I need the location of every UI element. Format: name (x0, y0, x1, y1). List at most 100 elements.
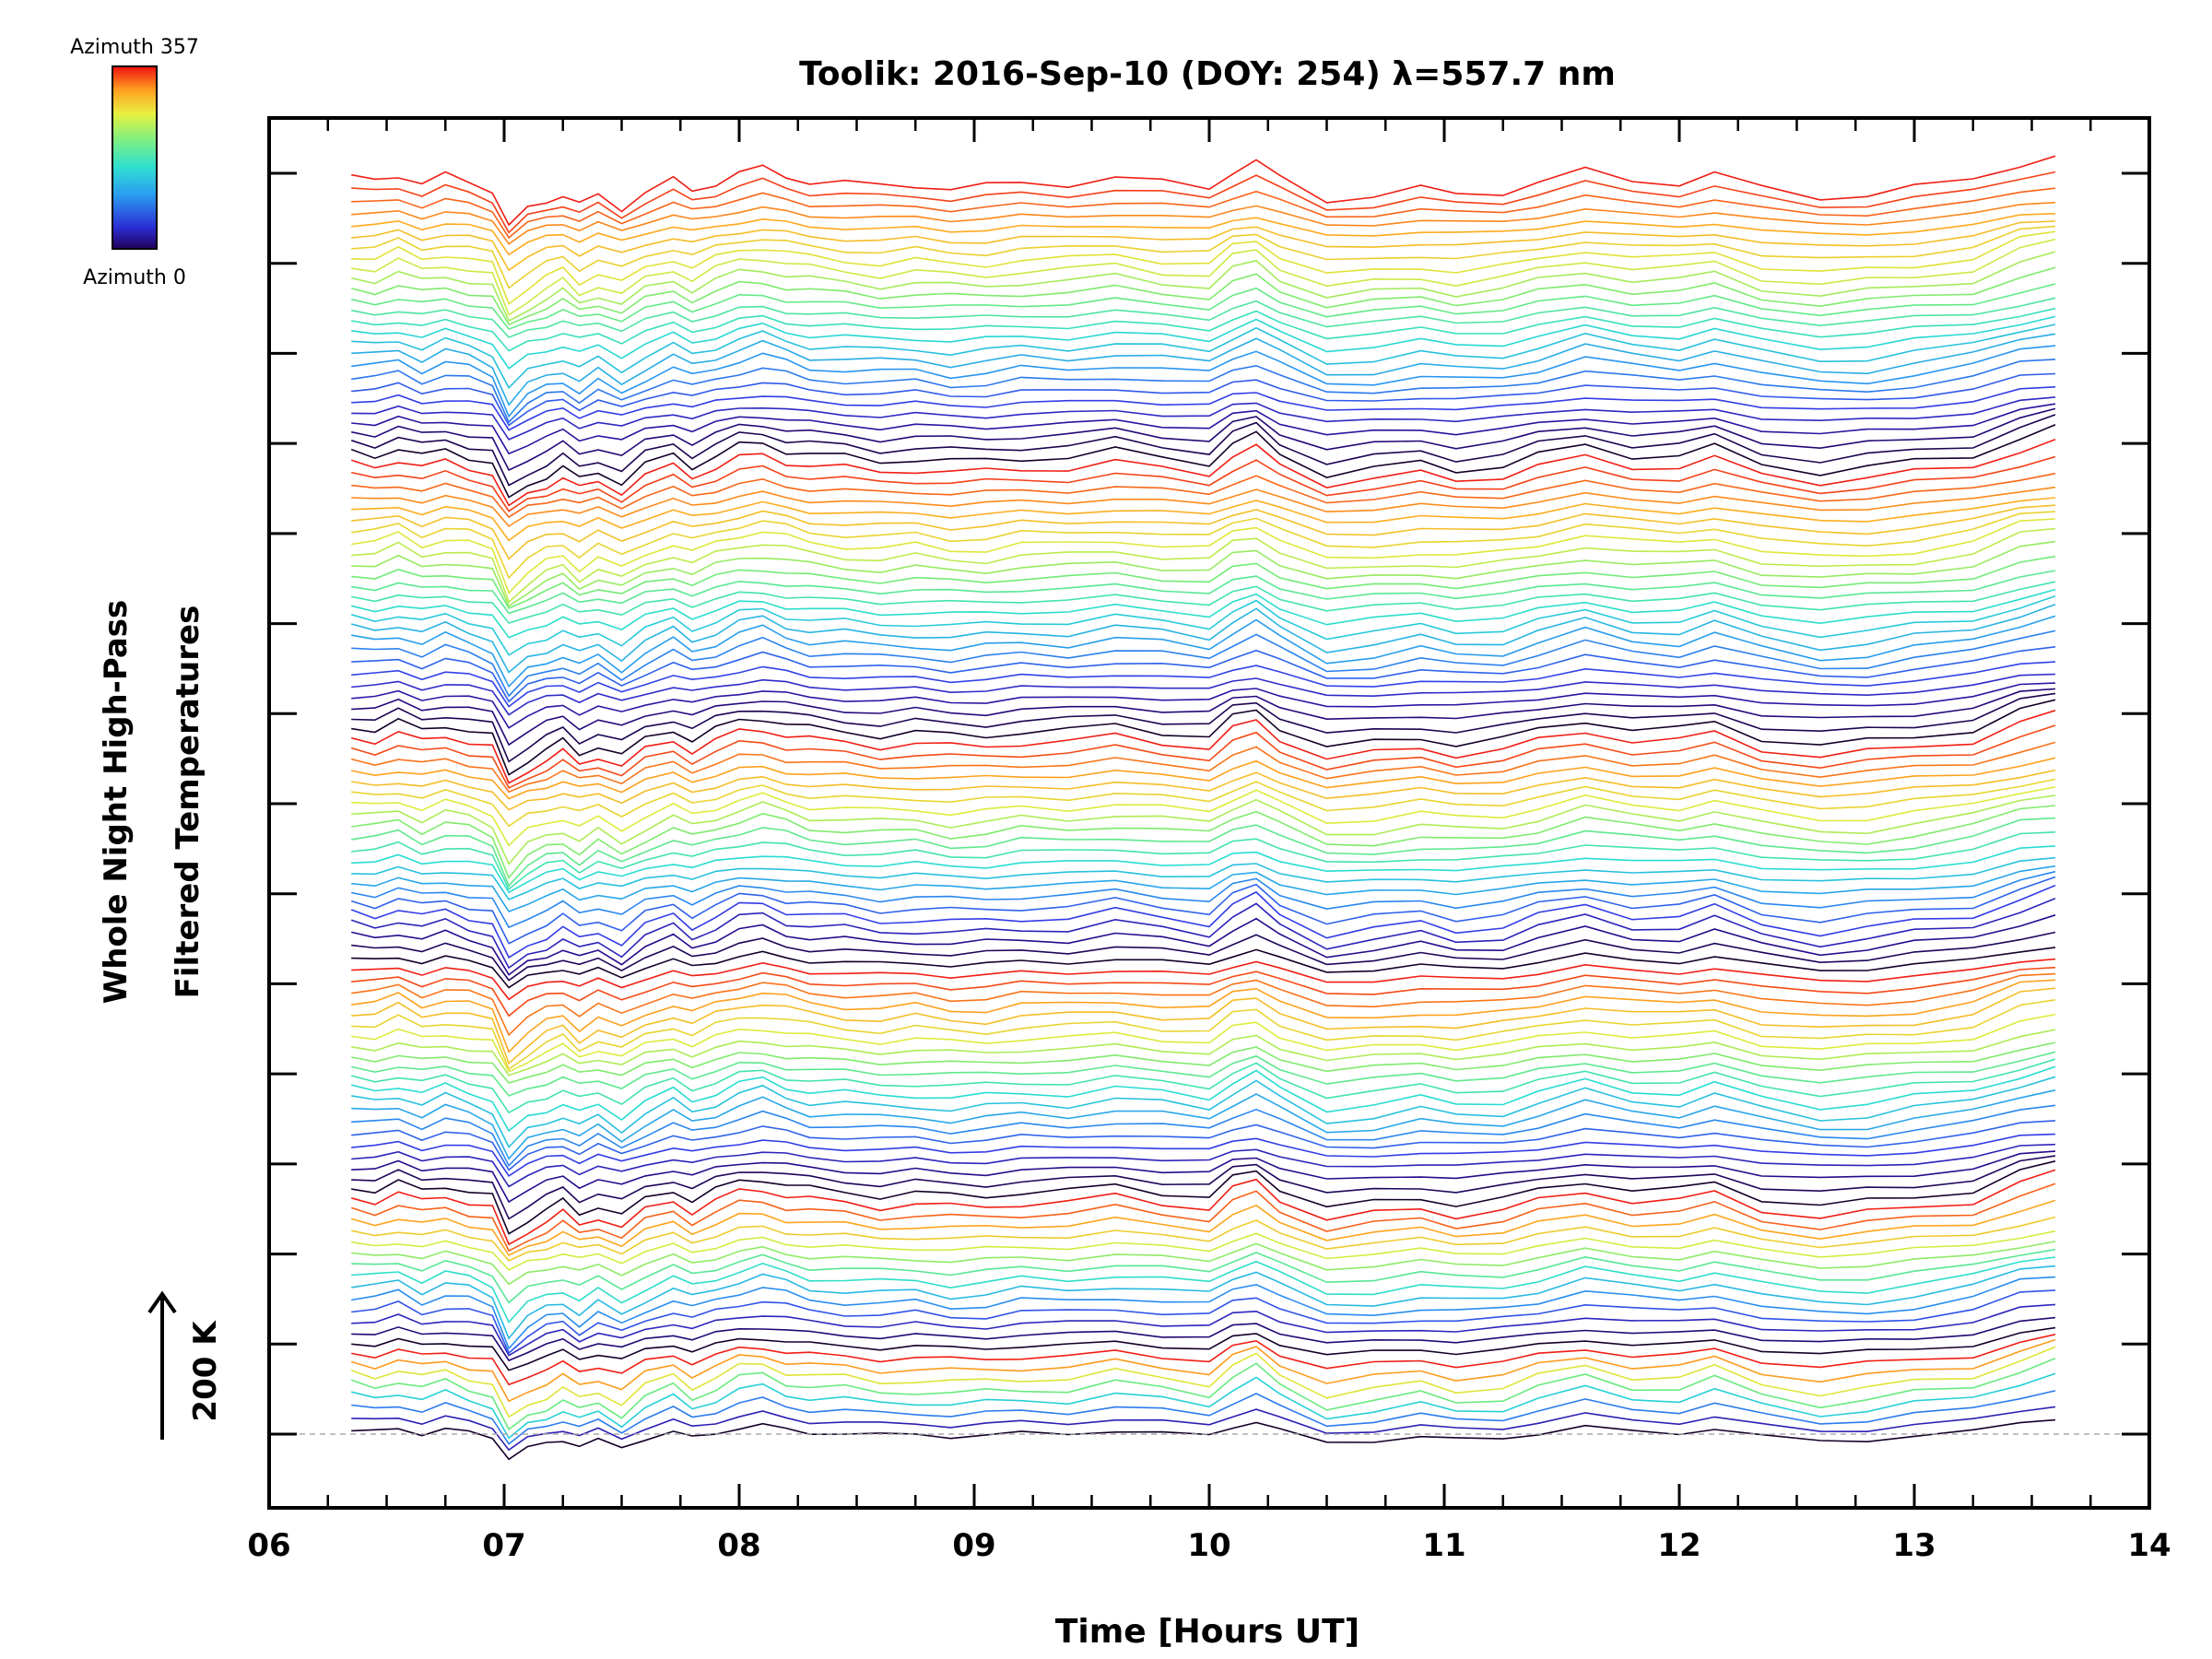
series-line (351, 315, 2056, 370)
series-line (351, 778, 2056, 828)
series-line (350, 1182, 2056, 1253)
series-line (351, 958, 2056, 1001)
series-line (351, 673, 2056, 716)
series-line (351, 1120, 2056, 1171)
series-line (350, 1058, 2056, 1114)
series-line (351, 251, 2056, 323)
x-tick-label: 14 (2127, 1527, 2171, 1564)
plot-frame (267, 116, 2151, 1510)
series-line (351, 238, 2056, 316)
series-line (351, 333, 2056, 406)
series-line (351, 581, 2056, 624)
series-line (351, 1013, 2056, 1073)
series-line (351, 845, 2056, 894)
series-line (351, 396, 2056, 441)
series-line (351, 1051, 2056, 1097)
series-line (351, 661, 2056, 708)
series-line (350, 724, 2056, 789)
series-line (351, 931, 2056, 982)
scale-bar-arrow-head (147, 1290, 177, 1314)
series-line (351, 1065, 2056, 1133)
series-line (351, 629, 2056, 698)
series-line (351, 757, 2056, 800)
series-line (350, 424, 2056, 499)
series-line (351, 1390, 2056, 1445)
series-line (350, 1169, 2056, 1246)
series-line (351, 1155, 2056, 1220)
x-tick-label: 08 (717, 1527, 760, 1564)
y-axis-label-line2: Filtered Temperatures (170, 606, 206, 999)
series-line (351, 504, 2056, 560)
series-line (351, 914, 2056, 976)
colorbar (112, 65, 158, 250)
x-tick-label: 11 (1422, 1527, 1465, 1564)
series-line (351, 511, 2056, 580)
series-line (351, 831, 2056, 890)
series-line (351, 1406, 2056, 1452)
series-line (351, 497, 2056, 542)
series-line (351, 710, 2056, 784)
series-line (351, 1372, 2056, 1440)
series-line (351, 1104, 2056, 1168)
series-line (351, 1326, 2056, 1371)
series-line (351, 283, 2056, 331)
series-line (351, 1316, 2056, 1362)
series-line (351, 999, 2056, 1071)
series-line (350, 1199, 2056, 1256)
series-line (350, 604, 2056, 674)
series-line (350, 884, 2056, 959)
series-line (351, 359, 2056, 424)
series-line (350, 876, 2056, 945)
series-line (351, 403, 2056, 455)
series-line (351, 1256, 2056, 1324)
chart-title: Toolik: 2016-Sep-10 (DOY: 254) λ=557.7 n… (799, 55, 1616, 93)
series-line (351, 307, 2056, 352)
series-line (351, 856, 2056, 900)
series-line (351, 987, 2056, 1065)
series-line (351, 1418, 2056, 1461)
series-line (351, 213, 2056, 256)
series-line (351, 345, 2056, 418)
series-line (351, 230, 2056, 305)
series-line (351, 741, 2056, 794)
series-line (351, 1133, 2056, 1178)
series-line (351, 646, 2056, 703)
series-line (351, 1150, 2056, 1204)
series-line (351, 201, 2056, 245)
axes-layer: 06 07 08 09 10 11 12 13 14 (247, 116, 2171, 1564)
series-line (351, 1143, 2056, 1188)
series-line (351, 324, 2056, 390)
x-tick-label: 12 (1657, 1527, 1700, 1564)
series-line (351, 1216, 2056, 1262)
series-line (351, 455, 2056, 512)
scale-bar-label: 200 K (187, 1320, 224, 1422)
series-line (351, 386, 2056, 431)
series-line (350, 595, 2056, 656)
series-line (351, 570, 2056, 615)
series-line (351, 1230, 2056, 1271)
series-line (351, 1334, 2056, 1386)
series-line (351, 805, 2056, 880)
x-tick-label: 09 (952, 1527, 995, 1564)
x-axis-label: Time [Hours UT] (1055, 1613, 1359, 1651)
series-line (351, 1241, 2056, 1286)
x-tick-label: 13 (1892, 1527, 1936, 1564)
series-line (351, 1076, 2056, 1148)
x-tick-label: 07 (482, 1527, 525, 1564)
series-line (351, 692, 2056, 763)
series-line (351, 588, 2056, 639)
series-line (351, 1276, 2056, 1350)
y-axis-label-line1: Whole Night High-Pass (98, 600, 135, 1005)
series-line (351, 682, 2056, 729)
series-line (351, 1248, 2056, 1304)
series-line (350, 438, 2056, 507)
series-line (351, 947, 2056, 989)
series-line (351, 699, 2056, 776)
series-line (351, 187, 2056, 240)
series-line (351, 979, 2056, 1053)
series-line (351, 171, 2056, 234)
series-line (351, 966, 2056, 1018)
series-line (351, 817, 2056, 888)
series-line (351, 555, 2056, 610)
series-layer (269, 155, 2149, 1461)
